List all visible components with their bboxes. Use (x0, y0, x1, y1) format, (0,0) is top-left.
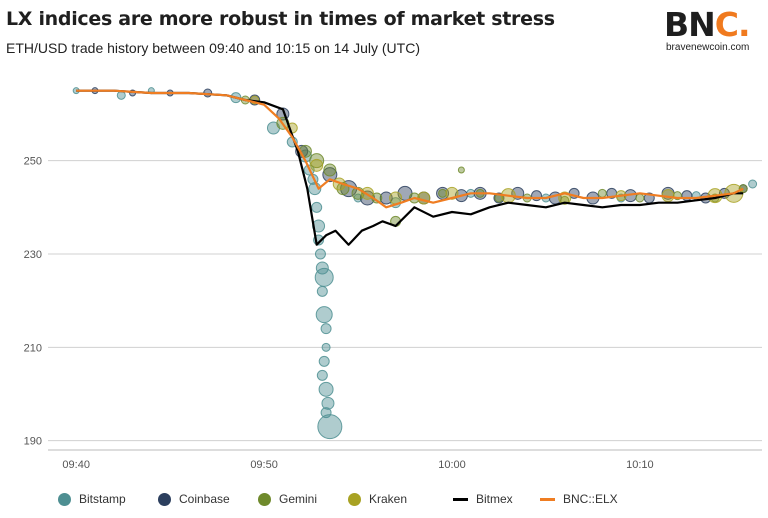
bubble-bitstamp (116, 90, 126, 100)
legend-bitstamp-label: Bitstamp (79, 492, 126, 506)
bubble-gemini (457, 166, 465, 174)
bubble-coinbase (681, 190, 693, 202)
legend-gemini-swatch (258, 492, 271, 506)
bubble-bitstamp (320, 323, 332, 335)
line-bnc-elx (76, 89, 744, 209)
grid-layer (48, 160, 762, 451)
chart-title: LX indices are more robust in times of m… (6, 8, 555, 30)
bubble-gemini (438, 188, 448, 198)
bubble-kraken (310, 158, 324, 172)
y-tick-label: 230 (24, 249, 42, 261)
x-tick-labels: 09:40 09:50 10:00 10:10 (62, 459, 653, 471)
bubble-layer (72, 87, 758, 440)
legend-bnc-elx-label: BNC::ELX (563, 492, 618, 506)
chart-subtitle: ETH/USD trade history between 09:40 and … (6, 40, 420, 56)
bubble-coinbase (379, 191, 393, 205)
x-tick-label: 09:40 (62, 459, 90, 471)
bubble-bitstamp (311, 201, 323, 213)
logo-text-main: BN (664, 5, 716, 44)
legend-bitmex[interactable]: Bitmex (453, 488, 513, 510)
x-tick-label: 10:00 (438, 459, 466, 471)
y-tick-labels: 190 210 230 250 (24, 156, 42, 448)
bubble-bitstamp (316, 285, 328, 297)
legend-kraken[interactable]: Kraken (348, 488, 407, 510)
bubble-bitstamp (321, 342, 331, 352)
x-tick-label: 09:50 (250, 459, 278, 471)
bubble-gemini (597, 188, 607, 198)
legend-bitmex-swatch (453, 497, 468, 501)
legend-kraken-label: Kraken (369, 492, 408, 506)
bubble-bitstamp (748, 179, 758, 189)
bubble-bitstamp (315, 261, 329, 275)
bubble-bitstamp (318, 381, 334, 397)
legend-gemini-label: Gemini (279, 492, 318, 506)
bubble-gemini (323, 163, 337, 177)
bubble-bitstamp (321, 396, 335, 410)
legend-kraken-swatch (348, 492, 361, 506)
bubble-coinbase (322, 167, 338, 183)
chart-legend: Bitstamp Coinbase Gemini Kraken Bitmex B… (0, 488, 768, 512)
logo-text-accent: C. (714, 5, 751, 44)
legend-bitstamp[interactable]: Bitstamp (58, 488, 126, 510)
line-layer (76, 89, 744, 246)
bubble-bitstamp (317, 414, 343, 440)
bubble-coinbase (531, 190, 543, 202)
bnc-logo: BNC. bravenewcoin.com (664, 6, 764, 56)
bubble-gemini (635, 193, 645, 203)
bubble-bitstamp (315, 306, 333, 324)
legend-bnc-elx-swatch (540, 497, 555, 501)
legend-coinbase-label: Coinbase (179, 492, 230, 506)
logo-url: bravenewcoin.com (666, 42, 750, 53)
y-tick-label: 210 (24, 342, 42, 354)
bubble-bitstamp (314, 267, 334, 287)
legend-bnc-elx[interactable]: BNC::ELX (540, 488, 618, 510)
legend-coinbase-swatch (158, 492, 171, 506)
x-tick-label: 10:10 (626, 459, 654, 471)
logo-wordmark: BNC. (664, 5, 751, 44)
y-tick-label: 250 (24, 156, 42, 168)
line-bitmex (76, 89, 744, 246)
bubble-bitstamp (316, 369, 328, 381)
bubble-gemini (309, 153, 325, 169)
legend-bitmex-label: Bitmex (476, 492, 513, 506)
legend-gemini[interactable]: Gemini (258, 488, 317, 510)
legend-bitstamp-swatch (58, 492, 71, 506)
y-tick-label: 190 (24, 436, 42, 448)
legend-coinbase[interactable]: Coinbase (158, 488, 230, 510)
bubble-bitstamp (314, 248, 326, 260)
bubble-bitstamp (318, 355, 330, 367)
